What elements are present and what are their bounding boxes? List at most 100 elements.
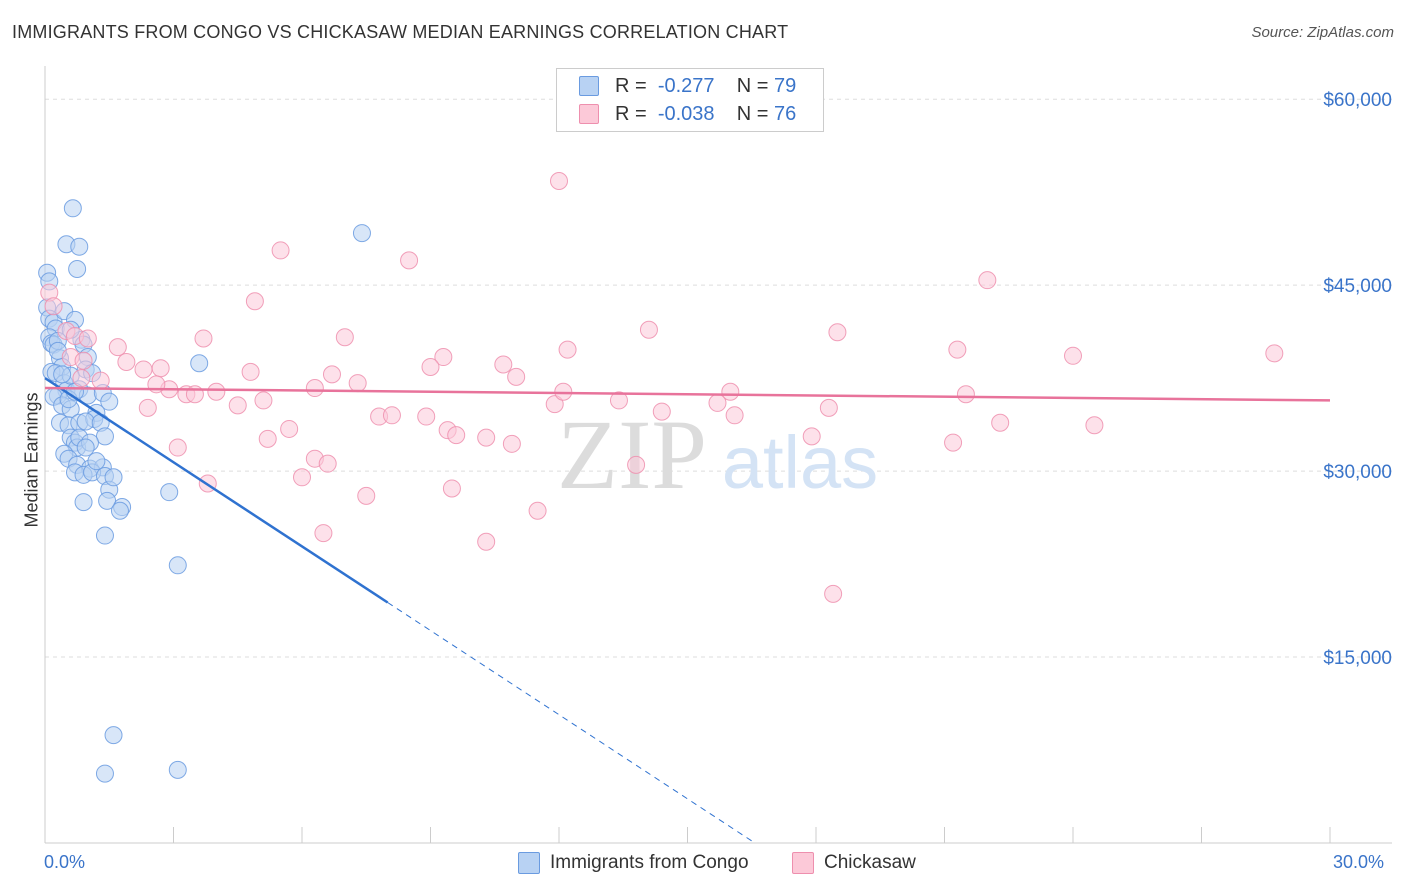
- legend-r-value: -0.038: [657, 102, 715, 125]
- x-tick-label-min: 0.0%: [44, 852, 86, 872]
- watermark-atlas: atlas: [722, 421, 878, 504]
- bottom-legend-swatch-chickasaw: [792, 852, 814, 874]
- point-congo: [74, 493, 93, 512]
- chart-source: Source: ZipAtlas.com: [1251, 24, 1394, 41]
- legend-n-label: N =: [736, 74, 769, 97]
- point-chickasaw: [322, 365, 341, 384]
- point-chickasaw: [609, 391, 628, 410]
- point-chickasaw: [956, 385, 975, 404]
- point-congo: [160, 483, 179, 502]
- point-chickasaw: [417, 407, 436, 426]
- point-chickasaw: [280, 419, 299, 438]
- point-congo: [70, 237, 89, 256]
- point-chickasaw: [725, 406, 744, 425]
- point-chickasaw: [168, 438, 187, 457]
- point-chickasaw: [1265, 344, 1284, 363]
- point-chickasaw: [721, 382, 740, 401]
- point-chickasaw: [228, 396, 247, 415]
- point-chickasaw: [318, 454, 337, 473]
- point-chickasaw: [400, 251, 419, 270]
- point-chickasaw: [44, 297, 63, 316]
- point-chickasaw: [802, 427, 821, 446]
- point-chickasaw: [258, 429, 277, 448]
- point-congo: [168, 556, 187, 575]
- point-chickasaw: [507, 367, 526, 386]
- bottom-legend-congo: Immigrants from Congo: [518, 852, 749, 874]
- point-congo: [76, 412, 95, 431]
- point-congo: [87, 452, 106, 471]
- point-chickasaw: [138, 398, 157, 417]
- point-chickasaw: [652, 402, 671, 421]
- legend-row-chickasaw: R = -0.038 N = 76: [579, 101, 796, 127]
- point-congo: [95, 764, 114, 783]
- point-chickasaw: [254, 391, 273, 410]
- point-congo: [190, 354, 209, 373]
- bottom-legend-label-congo: Immigrants from Congo: [550, 852, 749, 873]
- chart-axes: [44, 66, 1392, 844]
- point-chickasaw: [477, 532, 496, 551]
- legend-n-value: 79: [774, 74, 797, 97]
- y-axis-label: Median Earnings: [21, 392, 42, 528]
- point-congo: [95, 427, 114, 446]
- point-chickasaw: [627, 455, 646, 474]
- point-congo: [104, 468, 123, 487]
- point-congo: [104, 726, 123, 745]
- point-chickasaw: [72, 369, 91, 388]
- point-congo: [95, 526, 114, 545]
- point-chickasaw: [545, 395, 564, 414]
- y-tick-labels: $15,000 $30,000 $45,000 $60,000: [1323, 90, 1392, 669]
- point-chickasaw: [991, 413, 1010, 432]
- legend-r-value: -0.277: [657, 74, 715, 97]
- x-tick-label-max: 30.0%: [1333, 852, 1385, 872]
- point-chickasaw: [293, 468, 311, 487]
- point-chickasaw: [502, 434, 521, 453]
- point-chickasaw: [271, 241, 290, 260]
- point-chickasaw: [948, 340, 967, 359]
- point-chickasaw: [639, 320, 658, 339]
- point-chickasaw: [357, 486, 376, 505]
- legend-swatch-chickasaw: [579, 104, 599, 124]
- point-chickasaw: [528, 501, 547, 520]
- point-chickasaw: [494, 355, 513, 374]
- point-chickasaw: [305, 379, 324, 398]
- point-chickasaw: [477, 428, 496, 447]
- point-chickasaw: [151, 359, 170, 378]
- point-chickasaw: [74, 351, 93, 370]
- trend-lines: [44, 377, 1331, 842]
- data-points: [38, 172, 1284, 783]
- point-chickasaw: [944, 433, 963, 452]
- legend-swatch-congo: [579, 76, 599, 96]
- watermark: ZIP atlas: [557, 399, 878, 510]
- bottom-legend-chickasaw: Chickasaw: [792, 852, 916, 874]
- point-chickasaw: [335, 328, 354, 347]
- point-chickasaw: [824, 584, 843, 603]
- point-congo: [68, 260, 87, 279]
- correlation-legend: R = -0.277 N = 79 R = -0.038 N = 76: [556, 68, 824, 132]
- point-chickasaw: [91, 371, 110, 390]
- point-chickasaw: [382, 406, 401, 425]
- point-chickasaw: [1085, 416, 1104, 435]
- point-chickasaw: [117, 353, 136, 372]
- point-chickasaw: [1064, 346, 1082, 365]
- point-chickasaw: [245, 292, 264, 311]
- point-chickasaw: [558, 340, 577, 359]
- point-chickasaw: [434, 348, 453, 367]
- point-congo: [76, 438, 95, 457]
- point-chickasaw: [550, 172, 568, 191]
- point-chickasaw: [314, 524, 333, 543]
- point-congo: [110, 501, 129, 520]
- point-congo: [63, 199, 82, 218]
- chart-title: IMMIGRANTS FROM CONGO VS CHICKASAW MEDIA…: [12, 22, 789, 42]
- point-congo: [100, 392, 119, 411]
- legend-n-value: 76: [774, 102, 797, 125]
- legend-row-congo: R = -0.277 N = 79: [579, 73, 796, 99]
- point-chickasaw: [241, 362, 260, 381]
- grid-lines: [45, 98, 1392, 658]
- point-chickasaw: [348, 374, 367, 393]
- watermark-zip: ZIP: [557, 399, 707, 510]
- bottom-legend-label-chickasaw: Chickasaw: [824, 852, 916, 873]
- legend-r-label: R =: [615, 102, 647, 125]
- point-chickasaw: [194, 329, 213, 348]
- point-chickasaw: [421, 357, 440, 376]
